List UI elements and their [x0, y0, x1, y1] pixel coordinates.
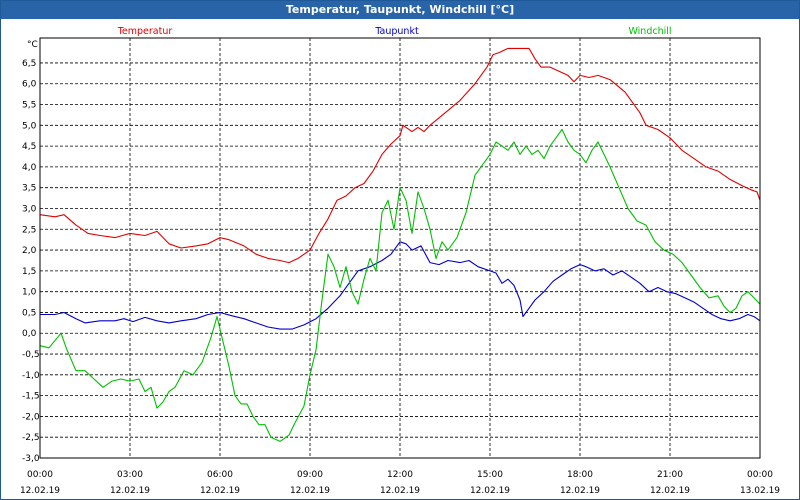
x-tick-date: 12.02.19 [470, 486, 510, 496]
x-tick-date: 12.02.19 [650, 486, 690, 496]
grid-lines [39, 38, 761, 459]
x-tick-time: 21:00 [657, 470, 683, 480]
y-tick-label: 5,0 [22, 121, 37, 131]
x-axis-ticks: 00:00 12.02.19 03:00 12.02.19 06:00 12.02.19 0… [20, 470, 780, 496]
x-tick-date: 12.02.19 [380, 486, 420, 496]
x-tick-time: 09:00 [297, 470, 323, 480]
y-axis-ticks: 6,5 6,0 5,5 5,0 4,5 4,0 3,5 3,0 2,5 2,0 1,5 1,0 0,5 0… [22, 59, 40, 464]
x-tick-date: 12.02.19 [290, 486, 330, 496]
x-tick-time: 18:00 [567, 470, 593, 480]
plot-frame [39, 37, 761, 459]
x-tick-time: 03:00 [117, 470, 143, 480]
y-tick-label: -1,5 [22, 392, 40, 402]
series-line-taupunkt [40, 241, 761, 330]
x-tick-time: 00:00 [27, 470, 53, 480]
series-line-temperatur [39, 47, 761, 264]
y-tick-label: -0,5 [22, 350, 40, 360]
x-tick-time: 12:00 [387, 470, 413, 480]
legend-windchill: Windchill [628, 26, 671, 37]
y-tick-label: 2,5 [22, 225, 36, 235]
x-tick-date: 12.02.19 [560, 486, 600, 496]
x-tick-time: 06:00 [207, 470, 233, 480]
y-tick-label: -1,0 [22, 371, 40, 381]
legend-temperatur: Temperatur [117, 26, 173, 37]
x-tick-time: 00:00 [747, 470, 773, 480]
y-tick-label: 1,5 [22, 267, 36, 277]
y-tick-label: 0,0 [22, 329, 37, 339]
y-tick-label: -2,5 [22, 433, 40, 443]
y-tick-label: 4,0 [22, 163, 37, 173]
series-line-windchill [39, 128, 761, 442]
y-tick-label: 1,0 [22, 288, 37, 298]
x-tick-date: 13.02.19 [740, 486, 780, 496]
x-tick-time: 15:00 [477, 470, 503, 480]
x-tick-date: 12.02.19 [200, 486, 240, 496]
x-tick-date: 12.02.19 [20, 486, 60, 496]
y-axis-label: °C [27, 40, 38, 50]
y-tick-label: 4,5 [22, 142, 36, 152]
series-lines [39, 47, 761, 442]
y-tick-label: 3,5 [22, 184, 36, 194]
y-tick-label: 5,5 [22, 101, 36, 111]
y-tick-label: -2,0 [22, 412, 40, 422]
y-tick-label: 6,5 [22, 59, 36, 69]
y-tick-label: 0,5 [22, 308, 36, 318]
y-tick-label: -3,0 [22, 454, 40, 464]
window-title: Temperatur, Taupunkt, Windchill [°C] [1, 1, 799, 19]
y-tick-label: 6,0 [22, 80, 37, 90]
legend-taupunkt: Taupunkt [374, 26, 419, 37]
x-tick-date: 12.02.19 [110, 486, 150, 496]
y-tick-label: 2,0 [22, 246, 37, 256]
y-tick-label: 3,0 [22, 204, 37, 214]
